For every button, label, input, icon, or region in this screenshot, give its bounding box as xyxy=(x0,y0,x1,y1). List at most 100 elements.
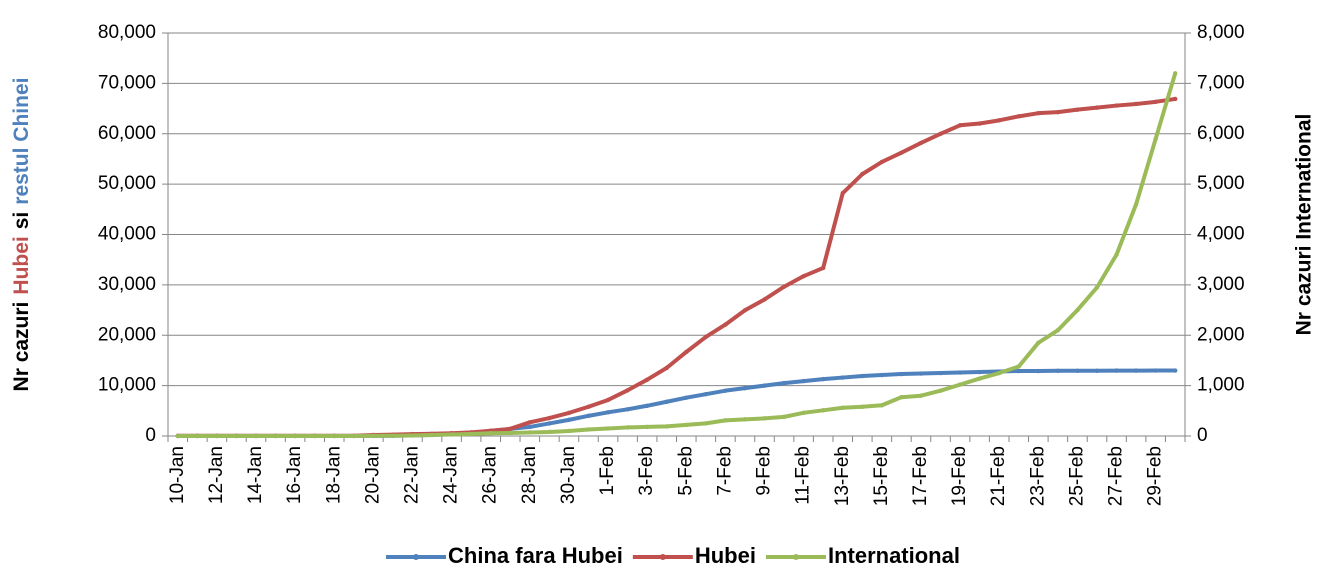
y-tick-label: 70,000 xyxy=(98,72,156,93)
x-tick-label: 19-Feb xyxy=(949,446,970,506)
data-point xyxy=(605,410,611,415)
data-point xyxy=(1075,307,1080,313)
y-axis-title-part: Hubei xyxy=(10,236,33,294)
x-tick-label: 26-Jan xyxy=(480,446,501,504)
x-tick-label: 25-Feb xyxy=(1066,446,1087,506)
data-point xyxy=(703,391,709,397)
data-point xyxy=(742,417,748,422)
data-point xyxy=(918,371,924,376)
data-point xyxy=(644,377,650,382)
data-point xyxy=(527,430,533,435)
data-point xyxy=(195,433,200,439)
data-point xyxy=(938,370,943,376)
data-point xyxy=(1075,368,1080,373)
legend-label: Hubei xyxy=(695,543,756,568)
data-point xyxy=(860,373,865,379)
data-point xyxy=(762,416,767,421)
y-tick-label: 80,000 xyxy=(98,22,156,43)
data-point xyxy=(273,433,278,439)
data-point xyxy=(586,427,591,432)
data-point xyxy=(547,415,552,421)
y-tick-label: 40,000 xyxy=(98,224,156,245)
data-point xyxy=(527,424,533,430)
legend-marker xyxy=(413,554,420,560)
data-point xyxy=(1016,114,1021,119)
data-point xyxy=(527,420,533,425)
data-point xyxy=(840,405,845,410)
x-tick-label: 14-Jan xyxy=(245,446,266,504)
x-tick-label: 21-Feb xyxy=(988,446,1009,506)
data-point xyxy=(801,273,806,279)
data-point xyxy=(801,378,806,384)
legend-label: China fara Hubei xyxy=(448,543,623,568)
data-point xyxy=(899,395,904,400)
legend-marker xyxy=(659,554,666,560)
data-point xyxy=(547,421,552,426)
data-point xyxy=(820,265,826,271)
data-point xyxy=(820,376,826,382)
y2-tick-label: 5,000 xyxy=(1197,173,1245,194)
data-point xyxy=(664,424,669,429)
x-tick-label: 1-Feb xyxy=(597,446,618,496)
x-tick-label: 10-Jan xyxy=(167,446,188,504)
data-point xyxy=(1094,285,1100,290)
data-point xyxy=(1114,103,1119,108)
data-point xyxy=(762,383,767,388)
data-point xyxy=(860,171,865,177)
data-point xyxy=(1036,110,1041,116)
data-point xyxy=(664,365,669,371)
data-point xyxy=(723,322,728,327)
data-point xyxy=(742,385,748,391)
data-point xyxy=(723,418,728,423)
data-point xyxy=(938,388,943,393)
data-point xyxy=(977,369,982,375)
data-point xyxy=(1016,368,1021,374)
data-point xyxy=(899,371,904,377)
y2-axis-title: Nr cazuri International xyxy=(1293,114,1316,336)
data-point xyxy=(1153,99,1158,105)
data-point xyxy=(703,421,709,426)
data-point xyxy=(410,433,415,438)
data-point xyxy=(997,118,1002,123)
y-axis-title-part: Nr cazuri xyxy=(10,302,33,392)
data-point xyxy=(566,417,572,423)
x-tick-label: 29-Feb xyxy=(1145,446,1166,506)
y2-tick-label: 1,000 xyxy=(1197,375,1245,396)
data-point xyxy=(586,404,591,409)
data-point xyxy=(918,140,924,146)
y-tick-label: 0 xyxy=(145,425,156,446)
x-tick-label: 15-Feb xyxy=(871,446,892,506)
data-point xyxy=(1133,368,1139,373)
data-point xyxy=(879,159,885,165)
data-point xyxy=(957,370,963,375)
data-point xyxy=(332,433,337,439)
data-point xyxy=(820,408,826,413)
y2-tick-label: 7,000 xyxy=(1197,72,1245,93)
x-tick-label: 17-Feb xyxy=(910,446,931,506)
data-point xyxy=(781,414,787,420)
data-point xyxy=(605,397,611,403)
data-point xyxy=(1036,368,1041,374)
legend-marker xyxy=(792,554,799,560)
data-point xyxy=(664,399,669,404)
data-point xyxy=(957,123,963,128)
y-tick-label: 30,000 xyxy=(98,274,156,295)
data-point xyxy=(684,349,689,355)
data-point xyxy=(684,422,689,428)
data-point xyxy=(977,121,982,126)
data-point xyxy=(1055,109,1061,115)
data-point xyxy=(625,425,630,430)
data-point xyxy=(1016,364,1021,369)
data-point xyxy=(1173,71,1178,76)
x-tick-label: 30-Jan xyxy=(558,446,579,504)
legend-label: International xyxy=(828,543,960,568)
x-tick-label: 27-Feb xyxy=(1106,446,1127,506)
legend: China fara Hubei Hubei International xyxy=(386,543,960,568)
y-axis-title-part: restul Chinei xyxy=(10,78,33,205)
x-tick-label: 12-Jan xyxy=(206,446,227,504)
data-point xyxy=(1173,96,1178,102)
data-point xyxy=(840,375,845,380)
